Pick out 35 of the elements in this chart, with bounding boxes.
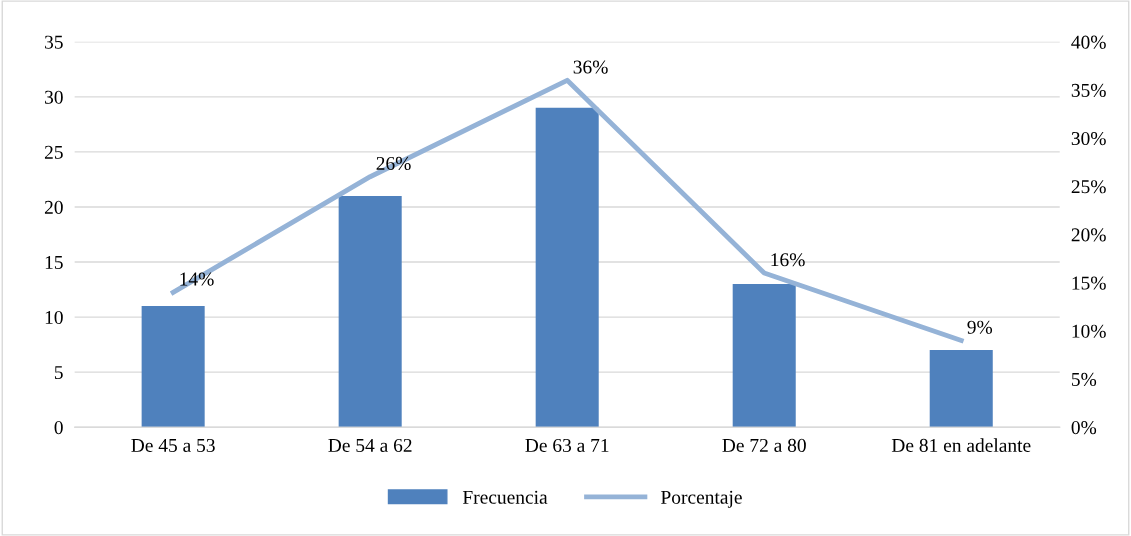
data-label: 26% bbox=[376, 156, 411, 171]
bar bbox=[732, 284, 796, 428]
y-tick-label: 5 bbox=[54, 366, 63, 380]
bar bbox=[929, 350, 993, 428]
legend-label: Porcentaje bbox=[661, 490, 742, 508]
y2-tick-label: 35% bbox=[1071, 83, 1106, 97]
x-tick-label: De 45 a 53 bbox=[131, 438, 215, 452]
y-tick-label: 30 bbox=[45, 90, 63, 104]
y-tick-label: 20 bbox=[44, 200, 63, 214]
data-label: 16% bbox=[771, 253, 805, 267]
y-tick-label: 25 bbox=[44, 145, 63, 159]
bar bbox=[535, 107, 599, 428]
y-tick-label: 0 bbox=[54, 421, 63, 435]
y2-tick-label: 40% bbox=[1071, 35, 1106, 49]
y2-tick-label: 15% bbox=[1072, 276, 1106, 290]
line-series bbox=[170, 77, 964, 343]
y-tick-label: 35 bbox=[45, 35, 63, 49]
x-tick-label: De 81 en adelante bbox=[891, 438, 1031, 452]
x-tick-label: De 72 a 80 bbox=[722, 438, 806, 452]
legend-label: Frecuencia bbox=[462, 490, 548, 504]
y2-tick-label: 0% bbox=[1071, 421, 1097, 435]
data-label: 14% bbox=[180, 272, 214, 286]
y2-tick-label: 10% bbox=[1072, 324, 1106, 338]
x-tick-label: De 54 a 62 bbox=[328, 438, 412, 452]
x-tick-label: De 63 a 71 bbox=[525, 438, 609, 452]
y2-tick-label: 30% bbox=[1071, 131, 1106, 146]
y2-tick-label: 20% bbox=[1071, 228, 1106, 242]
y2-tick-label: 5% bbox=[1071, 372, 1097, 387]
data-label: 9% bbox=[967, 320, 993, 334]
y-tick-label: 15 bbox=[45, 255, 63, 269]
bar bbox=[141, 306, 205, 428]
y2-tick-label: 25% bbox=[1071, 180, 1106, 194]
data-label: 36% bbox=[573, 60, 608, 74]
bar bbox=[338, 195, 402, 428]
y-tick-label: 10 bbox=[45, 310, 63, 325]
